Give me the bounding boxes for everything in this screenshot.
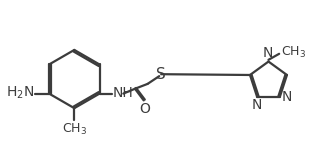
Text: CH$_3$: CH$_3$ — [62, 122, 87, 137]
Text: S: S — [156, 67, 166, 82]
Text: O: O — [140, 102, 151, 116]
Text: N: N — [251, 98, 262, 112]
Text: NH: NH — [113, 86, 133, 100]
Text: CH$_3$: CH$_3$ — [281, 45, 306, 60]
Text: H$_2$N: H$_2$N — [6, 85, 34, 101]
Text: N: N — [262, 46, 273, 60]
Text: N: N — [282, 90, 292, 104]
